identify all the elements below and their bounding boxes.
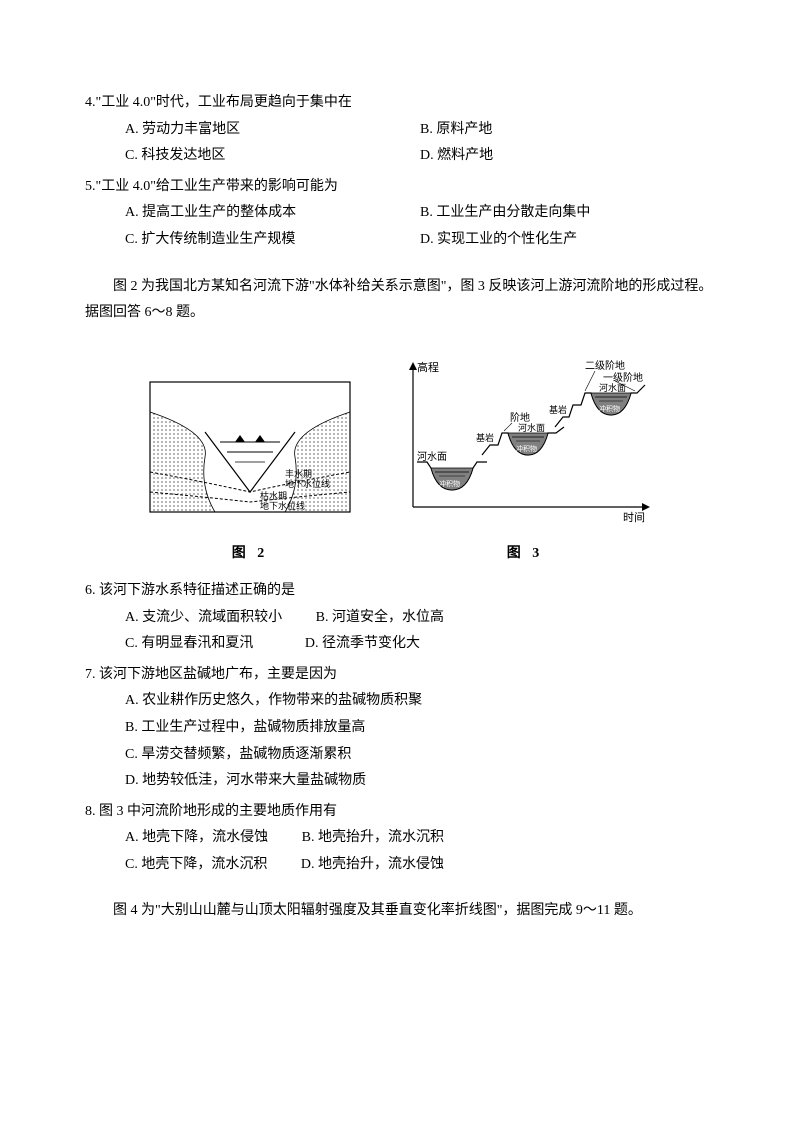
question-4: 4."工业 4.0"时代，工业布局更趋向于集中在 A. 劳动力丰富地区 B. 原…	[85, 90, 715, 170]
q8-opt-c: C. 地壳下降，流水沉积	[125, 852, 267, 879]
q5-stem: 5."工业 4.0"给工业生产带来的影响可能为	[85, 174, 715, 201]
q4-opt-a: A. 劳动力丰富地区	[125, 117, 420, 144]
context-1: 图 2 为我国北方某知名河流下游"水体补给关系示意图"，图 3 反映该河上游河流…	[85, 274, 715, 327]
q8-opt-a: A. 地壳下降，流水侵蚀	[125, 825, 268, 852]
fig3-caption: 图 3	[395, 541, 655, 568]
svg-text:河水面: 河水面	[417, 451, 447, 463]
svg-text:冲积物: 冲积物	[599, 404, 620, 413]
q7-opt-b: B. 工业生产过程中，盐碱物质排放量高	[125, 715, 715, 742]
q6-opt-b: B. 河道安全，水位高	[316, 605, 444, 632]
fig3-xlabel: 时间	[623, 511, 645, 524]
q5-opt-a: A. 提高工业生产的整体成本	[125, 200, 420, 227]
question-7: 7. 该河下游地区盐碱地广布，主要是因为 A. 农业耕作历史悠久，作物带来的盐碱…	[85, 662, 715, 795]
q4-opt-d: D. 燃料产地	[420, 143, 715, 170]
q8-stem: 8. 图 3 中河流阶地形成的主要地质作用有	[85, 799, 715, 826]
context-2: 图 4 为"大别山山麓与山顶太阳辐射强度及其垂直变化率折线图"，据图完成 9～1…	[85, 898, 715, 925]
q4-stem: 4."工业 4.0"时代，工业布局更趋向于集中在	[85, 90, 715, 117]
question-5: 5."工业 4.0"给工业生产带来的影响可能为 A. 提高工业生产的整体成本 B…	[85, 174, 715, 254]
svg-text:冲积物: 冲积物	[516, 444, 537, 453]
q5-options: A. 提高工业生产的整体成本 B. 工业生产由分散走向集中 C. 扩大传统制造业…	[125, 200, 715, 253]
figure-3: 高程 时间 河水面 冲积物 阶地 基岩 河水面	[395, 357, 655, 568]
q5-opt-b: B. 工业生产由分散走向集中	[420, 200, 715, 227]
q4-options: A. 劳动力丰富地区 B. 原料产地 C. 科技发达地区 D. 燃料产地	[125, 117, 715, 170]
q8-opt-b: B. 地壳抬升，流水沉积	[302, 825, 444, 852]
svg-text:河水面: 河水面	[518, 422, 545, 433]
fig3-ylabel: 高程	[417, 360, 439, 374]
fig2-label-high: 丰水期	[285, 468, 312, 479]
q6-opt-d: D. 径流季节变化大	[305, 631, 420, 658]
q7-opt-c: C. 旱涝交替频繁，盐碱物质逐渐累积	[125, 742, 715, 769]
q6-opt-a: A. 支流少、流域面积较小	[125, 605, 282, 632]
fig2-label-low: 枯水期	[260, 490, 287, 501]
svg-text:二级阶地: 二级阶地	[585, 359, 625, 372]
q4-opt-b: B. 原料产地	[420, 117, 715, 144]
fig2-label-low2: 地下水位线	[260, 500, 305, 511]
question-6: 6. 该河下游水系特征描述正确的是 A. 支流少、流域面积较小 B. 河道安全，…	[85, 578, 715, 658]
q7-options: A. 农业耕作历史悠久，作物带来的盐碱物质积聚 B. 工业生产过程中，盐碱物质排…	[125, 688, 715, 794]
q6-options-2: C. 有明显春汛和夏汛 D. 径流季节变化大	[125, 631, 715, 658]
fig2-svg: 丰水期 地下水位线 枯水期 地下水位线	[145, 377, 355, 527]
q8-options-2: C. 地壳下降，流水沉积 D. 地壳抬升，流水侵蚀	[125, 852, 715, 879]
q7-stem: 7. 该河下游地区盐碱地广布，主要是因为	[85, 662, 715, 689]
q8-options: A. 地壳下降，流水侵蚀 B. 地壳抬升，流水沉积	[125, 825, 715, 852]
figure-row: 丰水期 地下水位线 枯水期 地下水位线 图 2 高程 时间 河水面 冲积物	[85, 357, 715, 568]
question-8: 8. 图 3 中河流阶地形成的主要地质作用有 A. 地壳下降，流水侵蚀 B. 地…	[85, 799, 715, 879]
q6-stem: 6. 该河下游水系特征描述正确的是	[85, 578, 715, 605]
q5-opt-d: D. 实现工业的个性化生产	[420, 227, 715, 254]
q5-opt-c: C. 扩大传统制造业生产规模	[125, 227, 420, 254]
q6-options: A. 支流少、流域面积较小 B. 河道安全，水位高	[125, 605, 715, 632]
q7-opt-a: A. 农业耕作历史悠久，作物带来的盐碱物质积聚	[125, 688, 715, 715]
fig2-caption: 图 2	[145, 541, 355, 568]
q6-opt-c: C. 有明显春汛和夏汛	[125, 631, 253, 658]
q7-opt-d: D. 地势较低洼，河水带来大量盐碱物质	[125, 768, 715, 795]
svg-text:河水面: 河水面	[599, 382, 626, 393]
q4-opt-c: C. 科技发达地区	[125, 143, 420, 170]
q8-opt-d: D. 地壳抬升，流水侵蚀	[301, 852, 444, 879]
svg-text:冲积物: 冲积物	[439, 479, 460, 488]
figure-2: 丰水期 地下水位线 枯水期 地下水位线 图 2	[145, 377, 355, 568]
svg-text:基岩: 基岩	[476, 432, 494, 443]
svg-text:基岩: 基岩	[549, 404, 567, 415]
fig2-label-high2: 地下水位线	[285, 478, 330, 489]
fig3-svg: 高程 时间 河水面 冲积物 阶地 基岩 河水面	[395, 357, 655, 527]
